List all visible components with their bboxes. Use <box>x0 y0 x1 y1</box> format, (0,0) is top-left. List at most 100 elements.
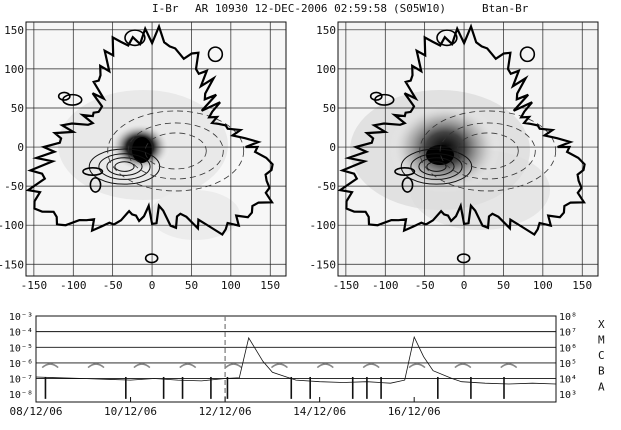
goes-left-tick: 10⁻³ <box>9 312 33 323</box>
x-tick-label: 0 <box>461 279 468 292</box>
negative-contour <box>456 132 519 170</box>
x-tick-label: -100 <box>372 279 399 292</box>
flare-class-label: X <box>598 318 605 331</box>
goes-left-tick: 10⁻⁸ <box>9 390 33 401</box>
orbit-arc <box>133 363 151 369</box>
small-contour <box>124 29 146 47</box>
goes-left-y-ticks: 10⁻³ 10⁻⁴ 10⁻⁵ 10⁻⁶ 10⁻⁷ 10⁻⁸ <box>9 312 33 401</box>
small-contour <box>207 46 224 63</box>
xray-flux-line <box>35 335 557 385</box>
x-tick-label: -50 <box>103 279 123 292</box>
positive-contour <box>114 161 135 172</box>
left-contours <box>25 23 275 264</box>
goes-left-tick: 10⁻⁵ <box>9 343 33 354</box>
goes-x-tick-label: 14/12/06 <box>293 405 346 418</box>
x-tick-label: -150 <box>21 279 48 292</box>
right-grid <box>338 22 598 276</box>
flare-class-label: M <box>598 333 605 346</box>
orbit-arc <box>41 363 59 369</box>
y-tick-label: 50 <box>323 102 336 115</box>
zero-contour <box>337 23 587 237</box>
goes-right-y-ticks: 10⁸ 10⁷ 10⁶ 10⁵ 10⁴ 10³ <box>559 312 577 401</box>
left-grid <box>26 22 286 276</box>
goes-right-tick: 10⁵ <box>559 359 577 370</box>
left-x-ticks: -150 -100 -50 0 50 100 150 <box>21 279 281 292</box>
left-panel-label: I-Br <box>152 2 179 15</box>
orbit-arc <box>179 363 197 369</box>
figure-title: AR 10930 12-DEC-2006 02:59:58 <box>195 2 387 15</box>
negative-contour <box>419 110 557 192</box>
orbit-arc <box>87 363 105 369</box>
x-tick-label: 100 <box>533 279 553 292</box>
small-contour <box>144 253 159 264</box>
x-tick-label: 100 <box>221 279 241 292</box>
y-tick-label: 100 <box>4 63 24 76</box>
small-contour <box>394 167 416 177</box>
orbit-arc-markers <box>41 363 518 369</box>
y-tick-label: 0 <box>17 141 24 154</box>
flare-class-lines <box>36 331 556 379</box>
small-contour <box>82 167 104 177</box>
orbit-arc <box>270 363 288 369</box>
goes-x-ticks: 08/12/06 10/12/06 12/12/06 14/12/06 16/12/06 <box>10 397 441 418</box>
x-tick-label: 0 <box>149 279 156 292</box>
y-tick-label: -150 <box>310 258 337 271</box>
y-tick-label: -50 <box>316 180 336 193</box>
goes-left-tick: 10⁻⁴ <box>9 328 33 339</box>
right-y-ticks: 150 100 50 0 -50 -100 -150 <box>310 24 337 271</box>
small-contour <box>57 91 71 101</box>
flare-class-label: C <box>598 349 605 362</box>
orbit-arc <box>362 363 380 369</box>
negative-contour <box>439 122 536 180</box>
goes-left-tick: 10⁻⁷ <box>9 375 33 386</box>
orbit-arc <box>454 363 472 369</box>
orbit-arc <box>408 363 426 369</box>
positive-contour <box>98 153 151 180</box>
goes-right-tick: 10⁸ <box>559 312 577 323</box>
x-tick-label: 50 <box>185 279 198 292</box>
small-contour <box>436 29 458 47</box>
data-gap-spikes <box>44 376 505 399</box>
x-tick-label: 150 <box>260 279 280 292</box>
goes-panel: 10⁻³ 10⁻⁴ 10⁻⁵ 10⁻⁶ 10⁻⁷ 10⁻⁸ 10⁸ 10⁷ 10⁶ 10⁵ 10⁴… <box>9 312 605 418</box>
location-label: (S05W10) <box>393 2 446 15</box>
goes-right-tick: 10⁷ <box>559 328 577 339</box>
left-y-ticks: 150 100 50 0 -50 -100 -150 <box>0 24 24 271</box>
x-tick-label: -150 <box>333 279 360 292</box>
y-tick-label: 100 <box>316 63 336 76</box>
small-contour <box>369 91 383 101</box>
negative-contour <box>127 122 224 180</box>
goes-right-tick: 10⁴ <box>559 375 577 386</box>
x-tick-label: 150 <box>572 279 592 292</box>
positive-contour <box>426 161 447 172</box>
flare-class-label: B <box>598 365 605 378</box>
orbit-arc <box>316 363 334 369</box>
y-tick-label: 150 <box>4 24 24 37</box>
goes-right-tick: 10⁶ <box>559 343 577 354</box>
y-tick-label: -100 <box>310 219 337 232</box>
small-contour <box>89 177 102 193</box>
goes-x-tick-label: 10/12/06 <box>104 405 157 418</box>
goes-right-tick: 10³ <box>559 390 577 401</box>
goes-left-tick: 10⁻⁶ <box>9 359 33 370</box>
small-contour <box>456 253 471 264</box>
right-contours <box>337 23 587 264</box>
negative-contour <box>144 132 207 170</box>
y-tick-label: -50 <box>4 180 24 193</box>
negative-contour <box>107 110 245 192</box>
orbit-arc <box>500 363 518 369</box>
y-tick-label: 150 <box>316 24 336 37</box>
positive-contour <box>410 153 463 180</box>
y-tick-label: -150 <box>0 258 24 271</box>
x-tick-label: -50 <box>415 279 435 292</box>
x-tick-label: -100 <box>60 279 87 292</box>
flare-class-label: A <box>598 380 605 393</box>
orbit-arc <box>225 363 243 369</box>
y-tick-label: -100 <box>0 219 24 232</box>
small-contour <box>519 46 536 63</box>
right-x-ticks: -150 -100 -50 0 50 100 150 <box>333 279 593 292</box>
positive-contour <box>106 157 143 176</box>
zero-contour <box>25 23 275 237</box>
